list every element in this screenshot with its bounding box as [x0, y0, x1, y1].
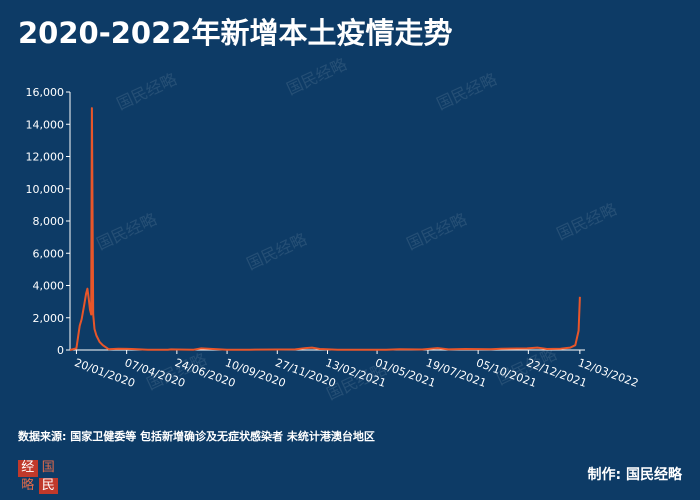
y-axis-ticks: 0 2,000 4,000 6,000 8,000 10,000 12,000 14,000 1… — [26, 86, 70, 357]
logo-char: 国 — [41, 460, 55, 475]
watermark-text: 国民经略 — [114, 69, 180, 113]
y-tick-label: 4,000 — [33, 280, 65, 293]
y-tick-label: 14,000 — [26, 118, 65, 131]
chart-title: 2020-2022年新增本土疫情走势 — [18, 16, 453, 50]
watermark-text: 国民经略 — [244, 229, 310, 273]
logo-char: 经 — [18, 460, 38, 477]
y-tick-label: 0 — [57, 344, 64, 357]
y-tick-label: 12,000 — [26, 151, 65, 164]
logo: 经 国 略 民 — [18, 460, 58, 494]
logo-char: 民 — [38, 477, 58, 494]
y-tick-label: 16,000 — [26, 86, 65, 99]
watermark-text: 国民经略 — [404, 209, 470, 253]
logo-char: 略 — [21, 477, 35, 493]
watermark-text: 国民经略 — [94, 209, 160, 253]
y-tick-label: 6,000 — [33, 247, 65, 260]
source-note: 数据来源: 国家卫健委等 包括新增确诊及无症状感染者 未统计港澳台地区 — [18, 430, 375, 443]
watermark-text: 国民经略 — [434, 69, 500, 113]
watermark-text: 国民经略 — [554, 199, 620, 243]
watermark-text: 国民经略 — [284, 54, 350, 98]
series-line — [69, 107, 581, 351]
y-tick-label: 2,000 — [33, 312, 65, 325]
y-tick-label: 8,000 — [33, 215, 65, 228]
credit: 制作: 国民经略 — [587, 467, 682, 483]
y-tick-label: 10,000 — [26, 183, 65, 196]
